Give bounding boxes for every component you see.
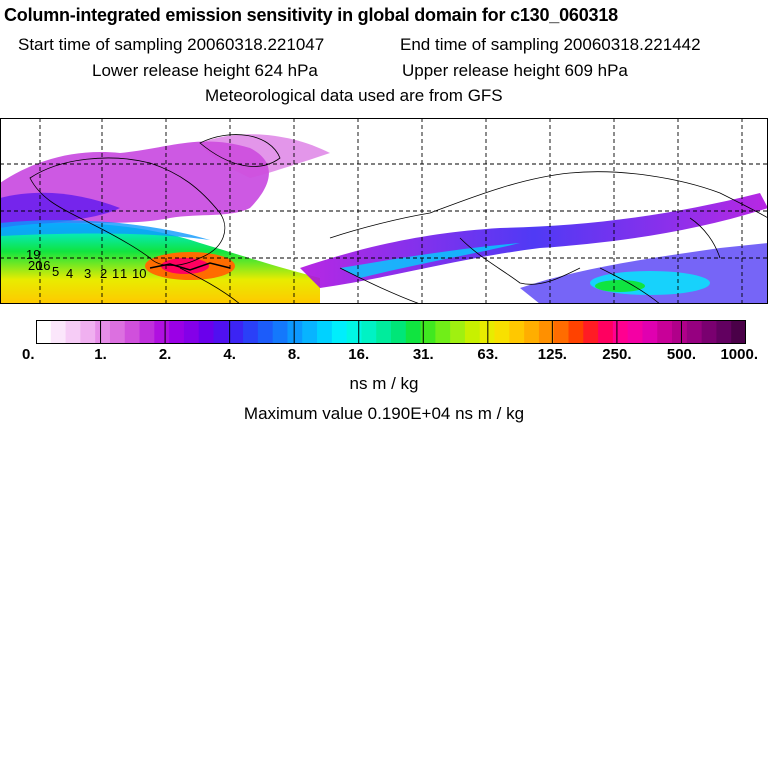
colorbar-cell (657, 320, 673, 344)
sensitivity-map: 19 20 16 5 4 3 2 1 1 10 (0, 118, 768, 304)
colorbar-cell (538, 320, 555, 344)
colorbar-tick-label: 63. (477, 346, 499, 363)
coastlines (29, 134, 768, 304)
north-blue-core (0, 192, 120, 228)
colorbar-cell (420, 320, 436, 344)
upper-height-label: Upper release height 609 hPa (402, 61, 628, 80)
track-label: 16 (36, 258, 50, 273)
lower-height-label: Lower release height 624 hPa (92, 61, 318, 80)
colorbar-cell (450, 320, 466, 344)
colorbar-cell (376, 320, 392, 344)
colorbar-cell (331, 320, 348, 344)
colorbar-cell (464, 320, 481, 344)
met-data-label: Meteorological data used are from GFS (205, 86, 503, 105)
colorbar-cell (257, 320, 274, 344)
colorbar-tick-label: 4. (223, 346, 236, 363)
colorbar-tick-label: 8. (287, 346, 301, 363)
colorbar-cell (672, 320, 688, 344)
colorbar (36, 320, 746, 344)
colorbar-cell (346, 320, 362, 344)
colorbar-cell (361, 320, 377, 344)
colorbar-cell (731, 320, 746, 344)
colorbar-tick-label: 500. (666, 346, 697, 363)
colorbar-cell (435, 320, 451, 344)
track-label: 3 (84, 266, 91, 281)
track-label: 5 (52, 264, 59, 279)
colorbar-cell (612, 320, 629, 344)
track-label: 2 (100, 266, 107, 281)
end-time-label: End time of sampling 20060318.221442 (400, 35, 701, 54)
colorbar-cell (213, 320, 229, 344)
colorbar-cell (287, 320, 303, 344)
colorbar-cell (272, 320, 288, 344)
colorbar-cell (509, 320, 525, 344)
track-label: 20 (28, 258, 42, 273)
colorbar-tick-label: 16. (348, 346, 370, 363)
colorbar-cell (95, 320, 111, 344)
colorbar-cell (716, 320, 732, 344)
colorbar-tick-label: 2. (158, 346, 172, 363)
colorbar-cell (583, 320, 599, 344)
track-label: 4 (66, 266, 73, 281)
track-label: 10 (132, 266, 146, 281)
colorbar-cell (228, 320, 244, 344)
colorbar-cell (198, 320, 214, 344)
colorbar-cell (302, 320, 318, 344)
jet-core (340, 243, 520, 278)
source-core (161, 258, 209, 274)
colorbar-cell (553, 320, 569, 344)
start-time-label: Start time of sampling 20060318.221047 (18, 35, 325, 54)
track-label: 1 (120, 266, 127, 281)
colorbar-cell (65, 320, 81, 344)
map-title: Column-integrated emission sensitivity i… (4, 5, 618, 25)
colorbar-cell (568, 320, 584, 344)
colorbar-units: ns m / kg (349, 374, 419, 393)
colorbar-cell (36, 320, 52, 344)
colorbar-cell (139, 320, 155, 344)
colorbar-cell (109, 320, 126, 344)
track-label: 19 (26, 247, 40, 262)
colorbar-tick-label: 0. (22, 346, 35, 363)
maximum-value-label: Maximum value 0.190E+04 ns m / kg (243, 404, 525, 423)
colorbar-tick-label: 31. (412, 346, 434, 363)
southern-cyan-edge (0, 220, 210, 240)
colorbar-tick-label: 1. (94, 346, 107, 363)
colorbar-cell (686, 320, 703, 344)
colorbar-tick-label: 125. (537, 346, 567, 363)
lat-lon-grid (0, 118, 768, 304)
pacific-green (595, 280, 645, 292)
trajectory-labels: 19 20 16 5 4 3 2 1 1 10 (26, 247, 146, 281)
colorbar-cell (391, 320, 407, 344)
colorbar-cell (524, 320, 540, 344)
colorbar-cell (124, 320, 141, 344)
colorbar-cell (154, 320, 170, 344)
colorbar-cell (701, 320, 717, 344)
arctic-plume (200, 134, 330, 178)
track-label: 1 (112, 266, 119, 281)
colorbar-cell (627, 320, 643, 344)
colorbar-cell (598, 320, 614, 344)
colorbar-cell (50, 320, 67, 344)
colorbar-cell (80, 320, 96, 344)
colorbar-tick-label: 1000. (720, 346, 758, 363)
colorbar-cell (494, 320, 510, 344)
colorbar-cell (317, 320, 333, 344)
colorbar-tick-label: 250. (602, 346, 632, 363)
colorbar-cell (405, 320, 422, 344)
flight-track (149, 262, 231, 271)
colorbar-cell (243, 320, 259, 344)
colorbar-cell (169, 320, 185, 344)
colorbar-cell (642, 320, 658, 344)
colorbar-cell (183, 320, 200, 344)
